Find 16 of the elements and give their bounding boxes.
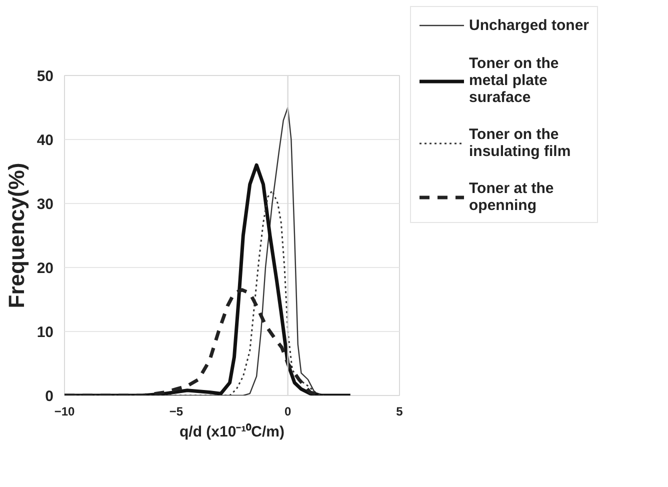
legend-label: Toner on the insulating film	[469, 126, 571, 160]
y-tick-label: 30	[36, 196, 54, 213]
y-axis-title: Frequency(%)	[4, 162, 29, 308]
legend-label: Toner at the openning	[469, 180, 554, 214]
y-tick-label: 10	[36, 324, 54, 341]
y-tick-label: 50	[36, 68, 54, 85]
legend-label: Toner on the metal plate suraface	[469, 55, 559, 106]
y-tick-label: 20	[36, 260, 54, 277]
x-axis-title: q/d (x10⁻¹⁰C/m)	[179, 422, 285, 440]
x-tick-label: −10	[54, 404, 76, 418]
x-tick-label: 5	[396, 404, 404, 418]
legend-label: Uncharged toner	[469, 16, 590, 34]
y-tick-label: 40	[36, 132, 54, 149]
x-tick-label: −5	[169, 404, 184, 418]
x-tick-label: 0	[284, 404, 292, 418]
y-tick-label: 0	[45, 388, 54, 405]
